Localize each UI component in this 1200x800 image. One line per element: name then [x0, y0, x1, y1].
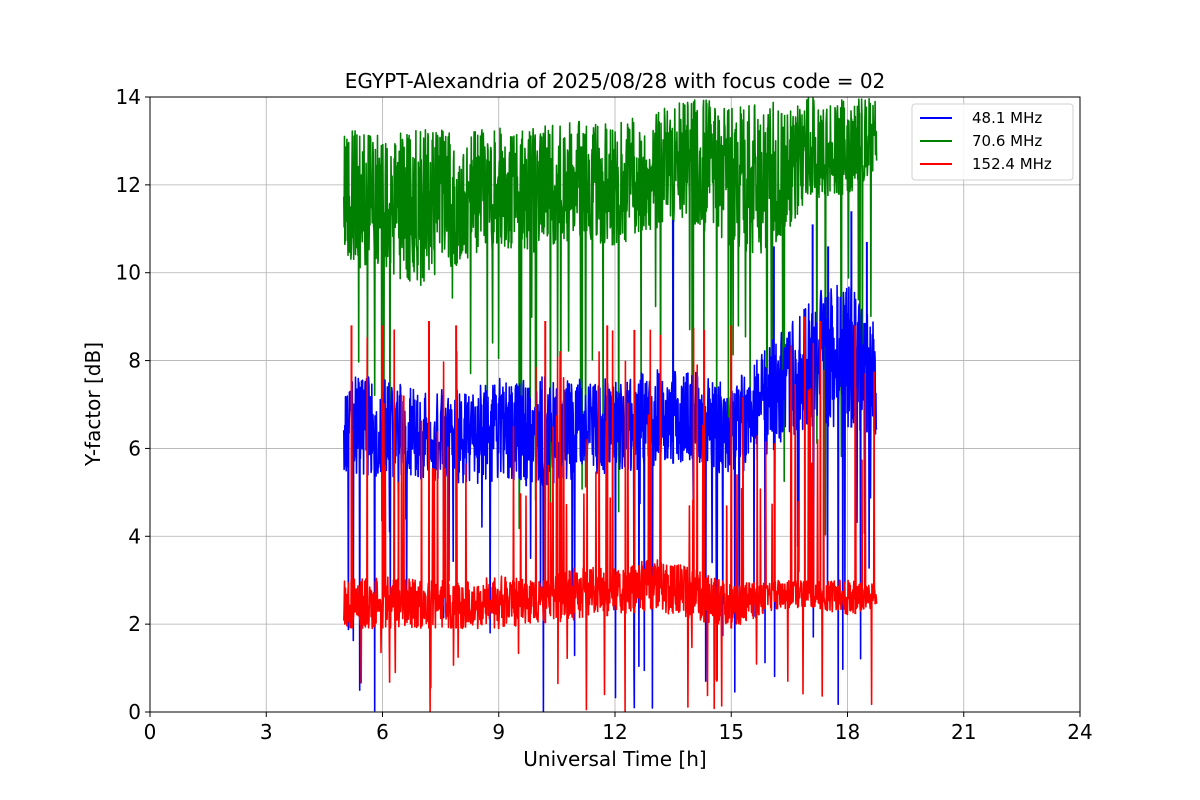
- x-tick-label: 6: [376, 720, 389, 744]
- y-tick-label: 4: [128, 524, 141, 548]
- x-axis-label: Universal Time [h]: [523, 747, 706, 771]
- series-trace: [343, 97, 878, 536]
- legend-label: 152.4 MHz: [972, 155, 1052, 173]
- y-tick-label: 10: [116, 261, 141, 285]
- legend-label: 70.6 MHz: [972, 132, 1042, 150]
- x-tick-label: 24: [1067, 720, 1092, 744]
- legend: 48.1 MHz 70.6 MHz 152.4 MHz: [911, 103, 1074, 181]
- y-tick-label: 14: [116, 85, 141, 109]
- x-tick-label: 9: [492, 720, 505, 744]
- series-152-4-mhz: [343, 316, 878, 712]
- x-tick-label: 18: [835, 720, 860, 744]
- y-tick-label: 0: [128, 700, 141, 724]
- x-tick-label: 0: [144, 720, 157, 744]
- y-tick-label: 6: [128, 436, 141, 460]
- y-axis-label: Y-factor [dB]: [81, 342, 105, 467]
- legend-label: 48.1 MHz: [972, 109, 1042, 127]
- y-tick-label: 2: [128, 612, 141, 636]
- y-tick-label: 12: [116, 173, 141, 197]
- x-tick-label: 21: [951, 720, 976, 744]
- series-48-1-mhz: [343, 211, 878, 712]
- series-layer: [343, 97, 878, 712]
- series-70-6-mhz: [343, 97, 878, 536]
- series-trace: [343, 284, 878, 712]
- x-tick-label: 12: [602, 720, 627, 744]
- x-tick-label: 3: [260, 720, 273, 744]
- x-tick-label: 15: [719, 720, 744, 744]
- chart-title: EGYPT-Alexandria of 2025/08/28 with focu…: [345, 69, 886, 93]
- legend-box: [911, 103, 1074, 181]
- series-trace: [343, 327, 878, 712]
- y-tick-label: 8: [128, 349, 141, 373]
